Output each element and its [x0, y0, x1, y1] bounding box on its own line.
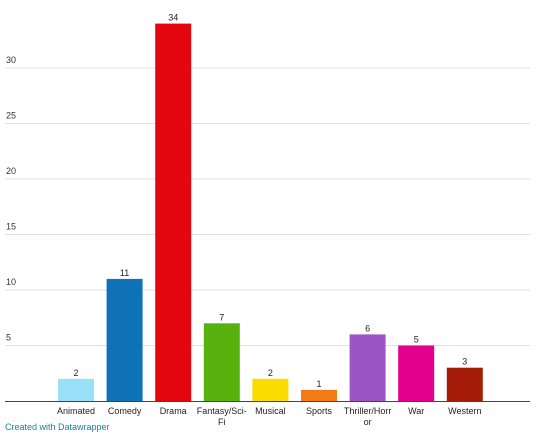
bar-value-label: 2 [268, 368, 273, 378]
x-tick-label: Fantasy/Sci- [197, 406, 247, 416]
datawrapper-credit-link[interactable]: Created with Datawrapper [5, 422, 110, 432]
value-labels: 2 11 34 7 2 1 6 5 3 [73, 13, 467, 389]
bar [203, 323, 240, 401]
bar [58, 378, 94, 401]
x-tick-label: Fi [218, 417, 226, 427]
x-axis-ticks: Animated Comedy Drama Fantasy/Sci-Fi Musical… [57, 406, 481, 427]
bar [252, 378, 289, 401]
x-tick-label: War [408, 406, 424, 416]
bar [349, 334, 386, 401]
x-tick-label: Animated [57, 406, 95, 416]
bar [106, 278, 143, 401]
y-tick-label: 5 [6, 333, 11, 343]
y-tick-label: 20 [6, 166, 16, 176]
bar [446, 367, 483, 401]
bar-value-label: 3 [462, 357, 467, 367]
bar-value-label: 2 [73, 368, 78, 378]
x-tick-label: Western [448, 406, 481, 416]
bar-value-label: 6 [365, 323, 370, 333]
x-tick-label: Comedy [108, 406, 142, 416]
y-axis-ticks: 5 10 15 20 25 30 [6, 55, 16, 343]
bar [301, 389, 337, 401]
bar-value-label: 5 [414, 335, 419, 345]
bar [155, 23, 192, 401]
y-tick-label: 10 [6, 277, 16, 287]
bar-value-label: 34 [168, 13, 178, 23]
x-tick-label: Drama [160, 406, 187, 416]
x-tick-label: Musical [255, 406, 286, 416]
bars [58, 23, 483, 401]
gridlines [5, 67, 530, 402]
bar-value-label: 11 [120, 268, 129, 278]
y-tick-label: 15 [6, 222, 16, 232]
x-tick-label: or [364, 417, 372, 427]
y-tick-label: 30 [6, 55, 16, 65]
x-tick-label: Thriller/Horr [344, 406, 392, 416]
y-tick-label: 25 [6, 111, 16, 121]
bar-value-label: 7 [219, 312, 224, 322]
bar-value-label: 1 [316, 379, 321, 389]
x-tick-label: Sports [306, 406, 333, 416]
bar [398, 345, 435, 401]
